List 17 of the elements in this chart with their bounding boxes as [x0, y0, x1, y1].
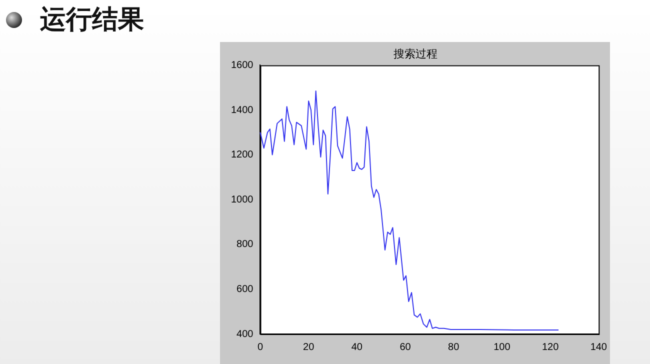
y-tick-label: 800	[236, 239, 254, 250]
x-tick-label: 60	[400, 342, 412, 353]
x-tick-label: 0	[257, 342, 264, 353]
y-tick-label: 1000	[230, 194, 254, 206]
chart-title: 运行结果	[40, 4, 144, 37]
y-tick-label: 1600	[230, 60, 254, 71]
y-tick-label: 600	[236, 284, 254, 295]
y-tick-label: 400	[236, 328, 254, 340]
x-tick-label: 80	[448, 342, 460, 353]
x-tick-label: 140	[590, 342, 608, 353]
x-tick-label: 120	[542, 342, 560, 353]
y-tick-label: 1400	[230, 104, 254, 116]
x-tick-label: 40	[351, 342, 363, 353]
chart-subtitle: 搜索过程	[394, 47, 438, 60]
x-tick-label: 20	[303, 342, 315, 353]
y-tick-label: 1200	[230, 150, 254, 161]
x-tick-label: 100	[494, 342, 511, 353]
